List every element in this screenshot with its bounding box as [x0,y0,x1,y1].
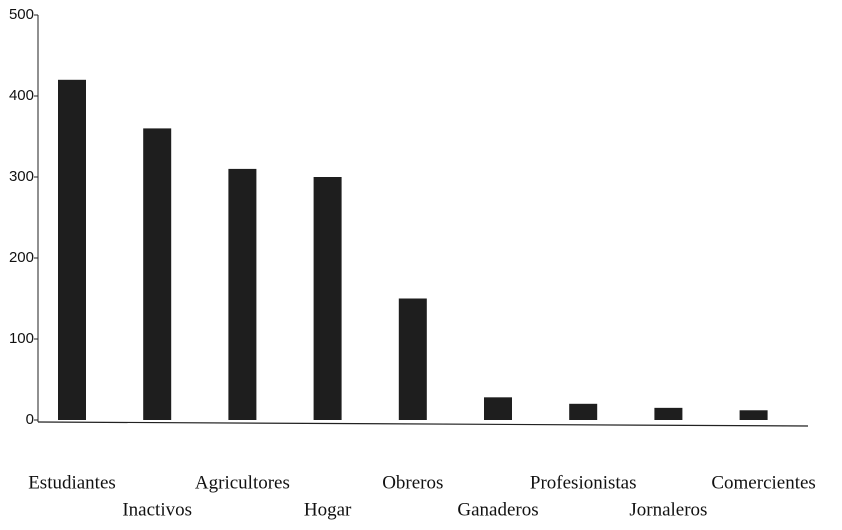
bar [654,407,683,420]
y-tick-label: 500 [9,6,34,23]
x-tick-label: Comercientes [711,472,815,493]
y-tick-label: 200 [9,249,34,266]
x-tick-label: Estudiantes [28,472,116,493]
x-tick-label: Jornaleros [629,499,707,520]
x-tick-label: Obreros [382,472,443,493]
y-tick-label: 0 [26,411,34,428]
y-tick-label: 300 [9,168,34,185]
bar [58,79,86,421]
y-tick-label: 400 [9,87,34,104]
x-tick-label: Profesionistas [530,472,637,493]
bar [143,128,172,420]
bar [569,403,598,420]
bar [228,168,257,420]
x-tick-label: Ganaderos [457,499,538,520]
x-tick-label: Hogar [304,499,352,520]
y-tick-label: 100 [9,330,34,347]
bar [484,397,512,420]
bar [398,298,427,420]
x-tick-label: Inactivos [122,499,192,520]
x-tick-label: Agricultores [195,472,290,493]
x-axis [37,421,809,427]
bar [739,410,768,420]
bar [313,177,342,420]
